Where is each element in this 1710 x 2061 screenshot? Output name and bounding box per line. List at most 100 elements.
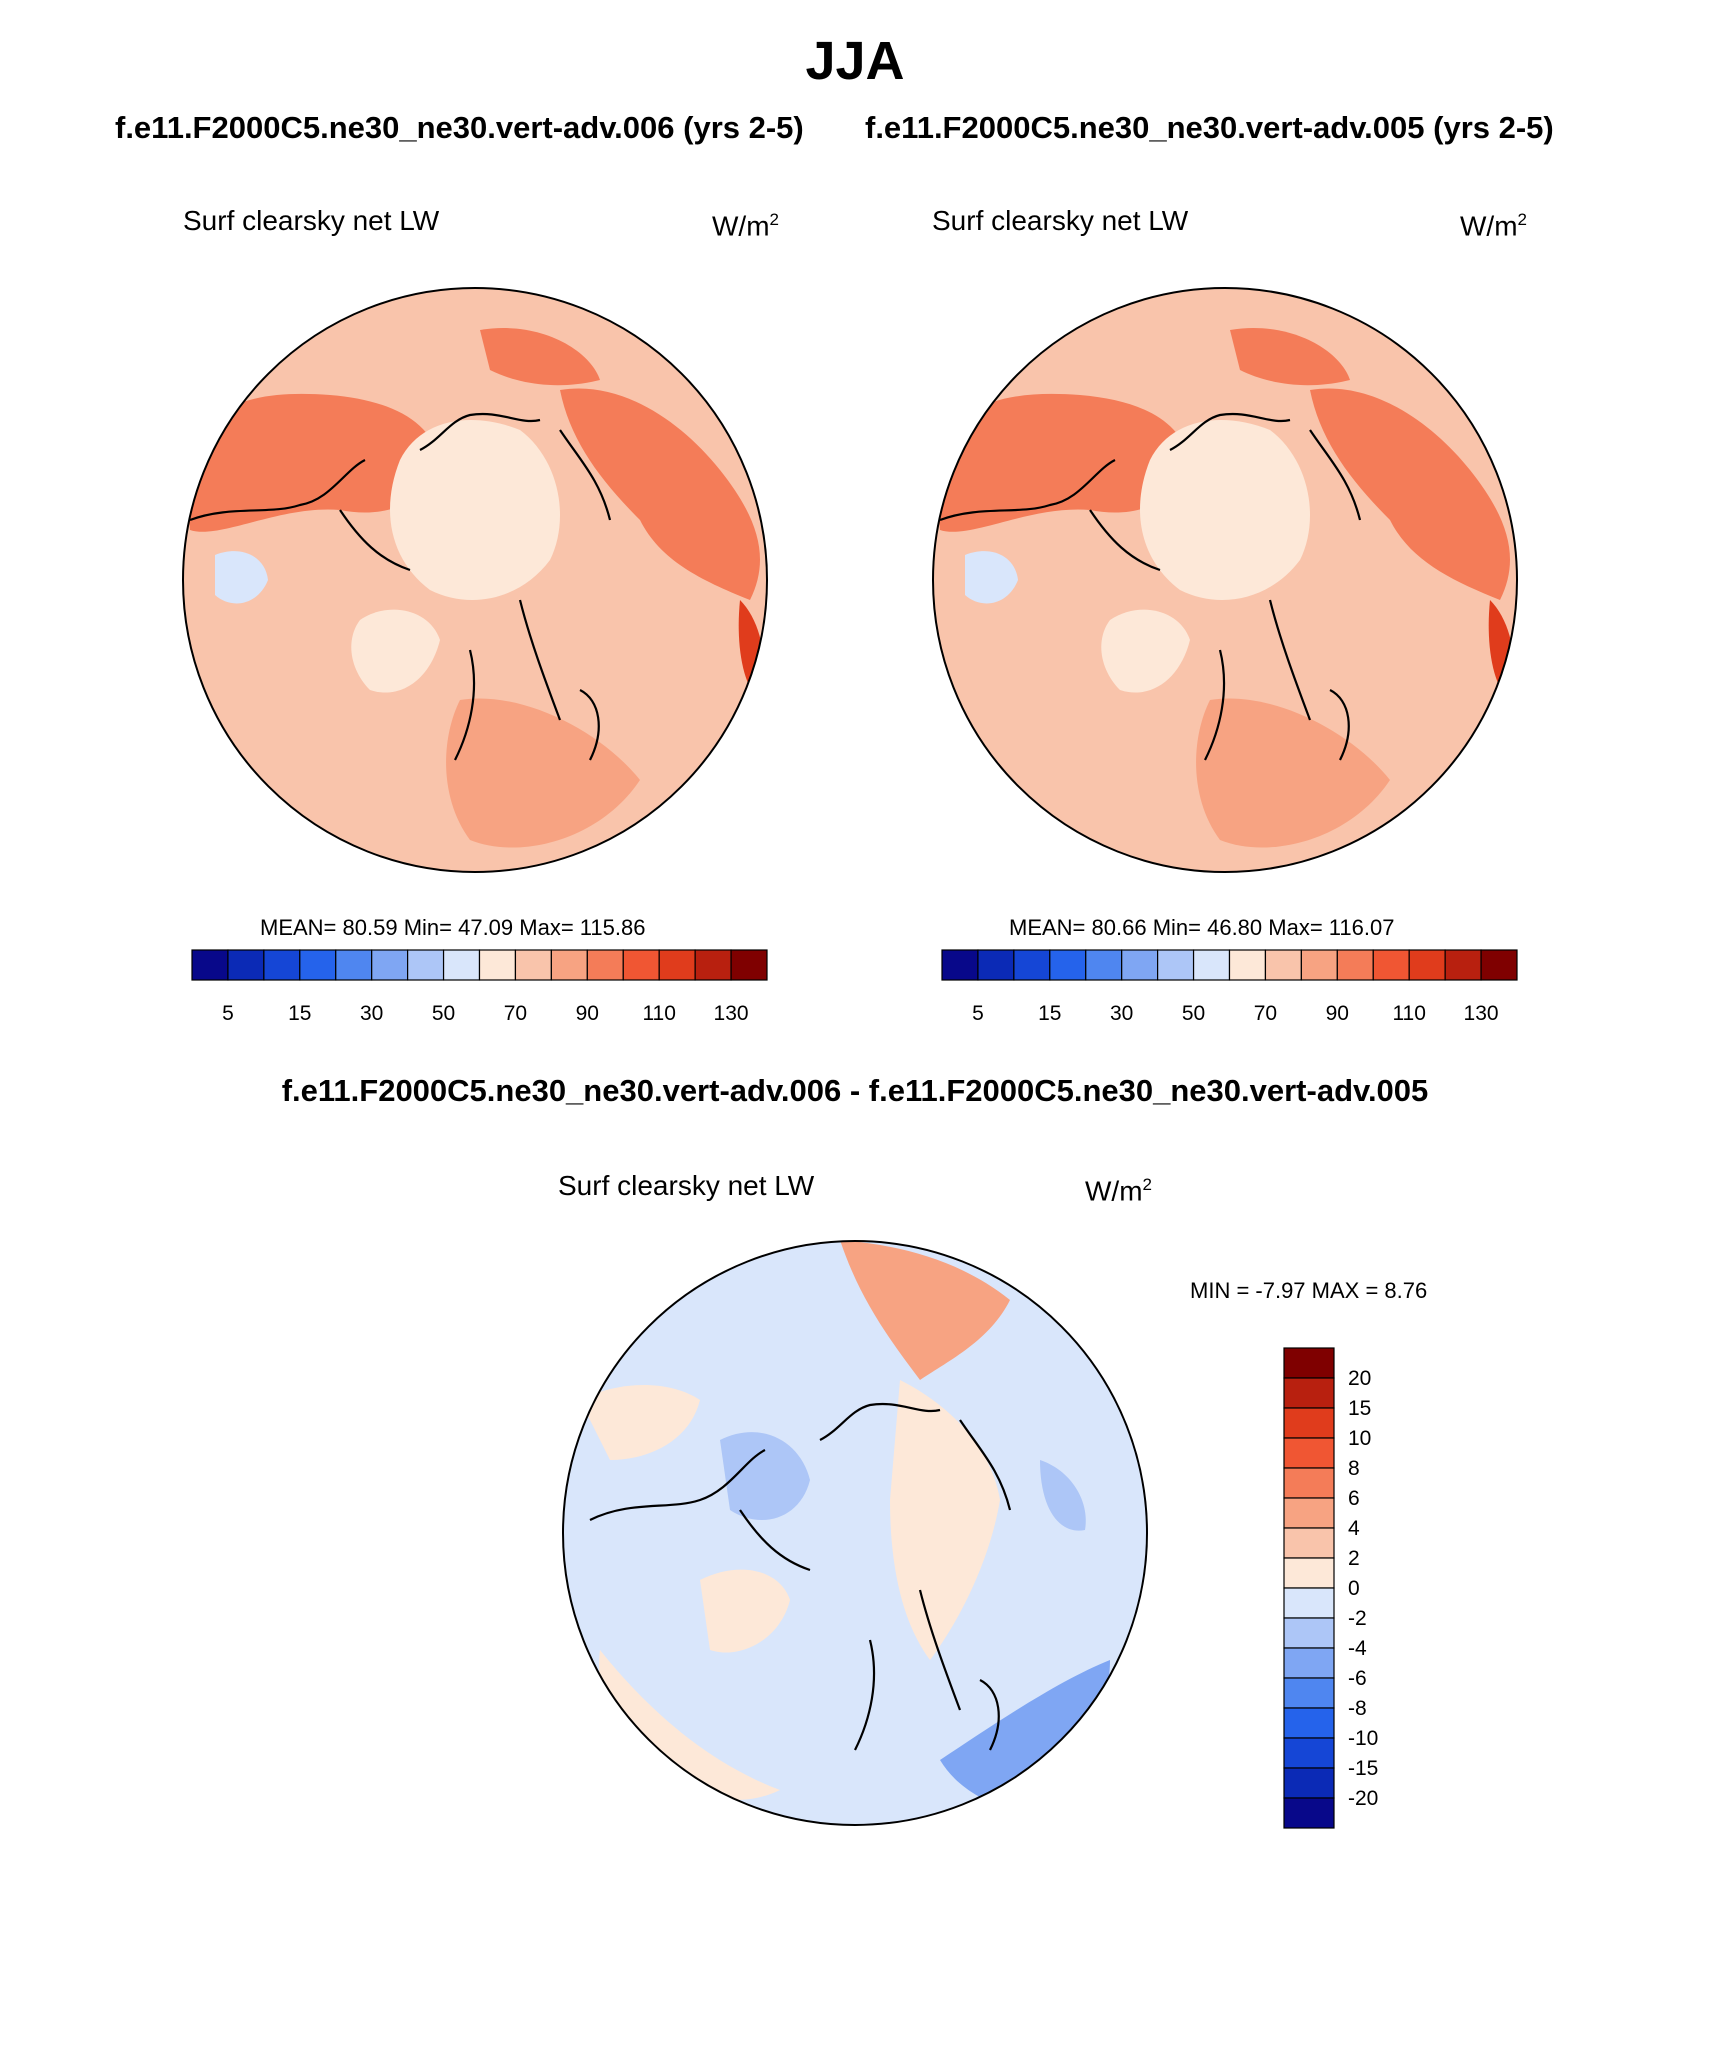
diff-region-warm-north xyxy=(840,1241,1010,1380)
diff-colorbar-tick-label: -15 xyxy=(1348,1757,1378,1780)
left-colorbar-box-6 xyxy=(407,949,445,981)
left-colorbar-box-5 xyxy=(371,949,409,981)
diff-colorbar-box-6 xyxy=(1283,1527,1335,1559)
figure-title: JJA xyxy=(805,31,905,91)
right-case-title: f.e11.F2000C5.ne30_ne30.vert-adv.005 (yr… xyxy=(865,110,1554,145)
left-colorbar-box-15 xyxy=(730,949,768,981)
left-coastline xyxy=(189,412,612,761)
right-units-label: W/m2 xyxy=(1460,210,1527,242)
diff-colorbar-box-5 xyxy=(1283,1497,1335,1529)
right-region-atlantic xyxy=(1196,698,1390,848)
left-colorbar-box-8 xyxy=(478,949,517,981)
left-colorbar-box-7 xyxy=(442,949,481,981)
right-colorbar-tick-label: 130 xyxy=(1464,1002,1499,1025)
right-colorbar-box-11 xyxy=(1336,949,1374,981)
left-colorbar-box-13 xyxy=(658,949,696,981)
right-colorbar-box-2 xyxy=(1013,949,1051,981)
diff-colorbar-tick-label: -8 xyxy=(1348,1697,1367,1720)
left-colorbar-tick-label: 5 xyxy=(222,1002,234,1025)
left-region-pacific xyxy=(215,551,268,604)
left-colorbar-box-12 xyxy=(622,949,660,981)
left-colorbar-box-9 xyxy=(514,949,552,981)
diff-colorbar-tick-label: -2 xyxy=(1348,1607,1367,1630)
left-polar-map xyxy=(182,287,768,873)
diff-colorbar-box-11 xyxy=(1283,1677,1335,1709)
diff-map-border xyxy=(562,1240,1148,1826)
right-colorbar-box-6 xyxy=(1157,949,1195,981)
left-colorbar-box-0 xyxy=(191,949,229,981)
right-region-greenland xyxy=(1101,609,1190,693)
left-colorbar-box-3 xyxy=(299,949,337,981)
right-colorbar-tick-label: 110 xyxy=(1392,1002,1425,1025)
right-region-arctic-ocean xyxy=(1140,420,1310,600)
diff-colorbar-box-14 xyxy=(1283,1767,1335,1799)
right-colorbar-box-8 xyxy=(1228,949,1267,981)
right-colorbar-box-3 xyxy=(1049,949,1087,981)
diff-coastline xyxy=(589,1402,1012,1751)
right-colorbar-box-9 xyxy=(1264,949,1302,981)
diff-colorbar-box-0 xyxy=(1283,1347,1335,1379)
right-coastline xyxy=(939,412,1362,761)
right-colorbar-tick-label: 30 xyxy=(1110,1002,1133,1025)
diff-colorbar-box-8 xyxy=(1283,1587,1335,1619)
diff-region-cool-e xyxy=(1040,1460,1086,1531)
left-colorbar-tick-label: 30 xyxy=(360,1002,383,1025)
diff-stats: MIN = -7.97 MAX = 8.76 xyxy=(1190,1278,1428,1303)
diff-colorbar-box-15 xyxy=(1283,1797,1335,1829)
left-colorbar-box-1 xyxy=(227,949,265,981)
diff-colorbar-tick-label: 6 xyxy=(1348,1487,1360,1510)
right-region-north-america xyxy=(935,393,1190,532)
diff-colorbar-tick-label: -20 xyxy=(1348,1787,1378,1810)
diff-colorbar-box-3 xyxy=(1283,1437,1335,1469)
right-stats: MEAN= 80.66 Min= 46.80 Max= 116.07 xyxy=(1009,915,1395,940)
right-colorbar-box-12 xyxy=(1372,949,1410,981)
right-colorbar-box-0 xyxy=(941,949,979,981)
diff-region-warm-greenland xyxy=(700,1569,790,1653)
left-region-atlantic xyxy=(446,698,640,848)
left-region-greenland xyxy=(351,609,440,693)
diff-colorbar-box-2 xyxy=(1283,1407,1335,1439)
diff-colorbar-tick-label: 8 xyxy=(1348,1457,1360,1480)
diff-colorbar-tick-label: 15 xyxy=(1348,1397,1371,1420)
right-colorbar-box-7 xyxy=(1192,949,1231,981)
right-colorbar-box-5 xyxy=(1121,949,1159,981)
right-region-pacific xyxy=(965,551,1018,604)
diff-region-cool-se xyxy=(940,1660,1110,1810)
diff-colorbar-box-4 xyxy=(1283,1467,1335,1499)
diff-colorbar-tick-label: 10 xyxy=(1348,1427,1371,1450)
left-region-arctic-ocean xyxy=(390,420,560,600)
left-map-border xyxy=(182,287,768,873)
right-colorbar-tick-label: 90 xyxy=(1326,1002,1349,1025)
right-colorbar-box-10 xyxy=(1300,949,1338,981)
diff-units-label: W/m2 xyxy=(1085,1175,1152,1207)
left-colorbar-box-14 xyxy=(694,949,732,981)
left-colorbar-tick-label: 110 xyxy=(642,1002,675,1025)
difference-title: f.e11.F2000C5.ne30_ne30.vert-adv.006 - f… xyxy=(281,1073,1429,1108)
diff-region-warm-west xyxy=(580,1385,700,1460)
diff-region-warm-band xyxy=(890,1380,1000,1660)
diff-colorbar-box-7 xyxy=(1283,1557,1335,1589)
diff-colorbar-box-13 xyxy=(1283,1737,1335,1769)
right-variable-label: Surf clearsky net LW xyxy=(932,205,1189,236)
left-case-title: f.e11.F2000C5.ne30_ne30.vert-adv.006 (yr… xyxy=(115,110,804,145)
left-region-north-america xyxy=(185,393,440,532)
diff-colorbar-tick-label: -6 xyxy=(1348,1667,1367,1690)
diff-polar-map xyxy=(562,1240,1148,1826)
right-map-border xyxy=(932,287,1518,873)
right-colorbar-box-4 xyxy=(1085,949,1123,981)
diff-colorbar-box-1 xyxy=(1283,1377,1335,1409)
diff-colorbar-tick-label: 2 xyxy=(1348,1547,1360,1570)
diff-region-cool-center xyxy=(720,1432,810,1520)
left-region-siberia-east xyxy=(480,328,600,386)
diff-colorbar-tick-label: 20 xyxy=(1348,1367,1371,1390)
right-colorbar-box-15 xyxy=(1480,949,1518,981)
left-colorbar-box-2 xyxy=(263,949,301,981)
diff-colorbar-tick-label: 4 xyxy=(1348,1517,1360,1540)
right-colorbar-tick-label: 50 xyxy=(1182,1002,1205,1025)
right-colorbar-box-13 xyxy=(1408,949,1446,981)
diff-colorbar-box-10 xyxy=(1283,1647,1335,1679)
right-colorbar-tick-label: 15 xyxy=(1038,1002,1061,1025)
right-region-eurasia xyxy=(1310,388,1510,600)
right-polar-map xyxy=(932,287,1518,873)
left-stats: MEAN= 80.59 Min= 47.09 Max= 115.86 xyxy=(260,915,646,940)
